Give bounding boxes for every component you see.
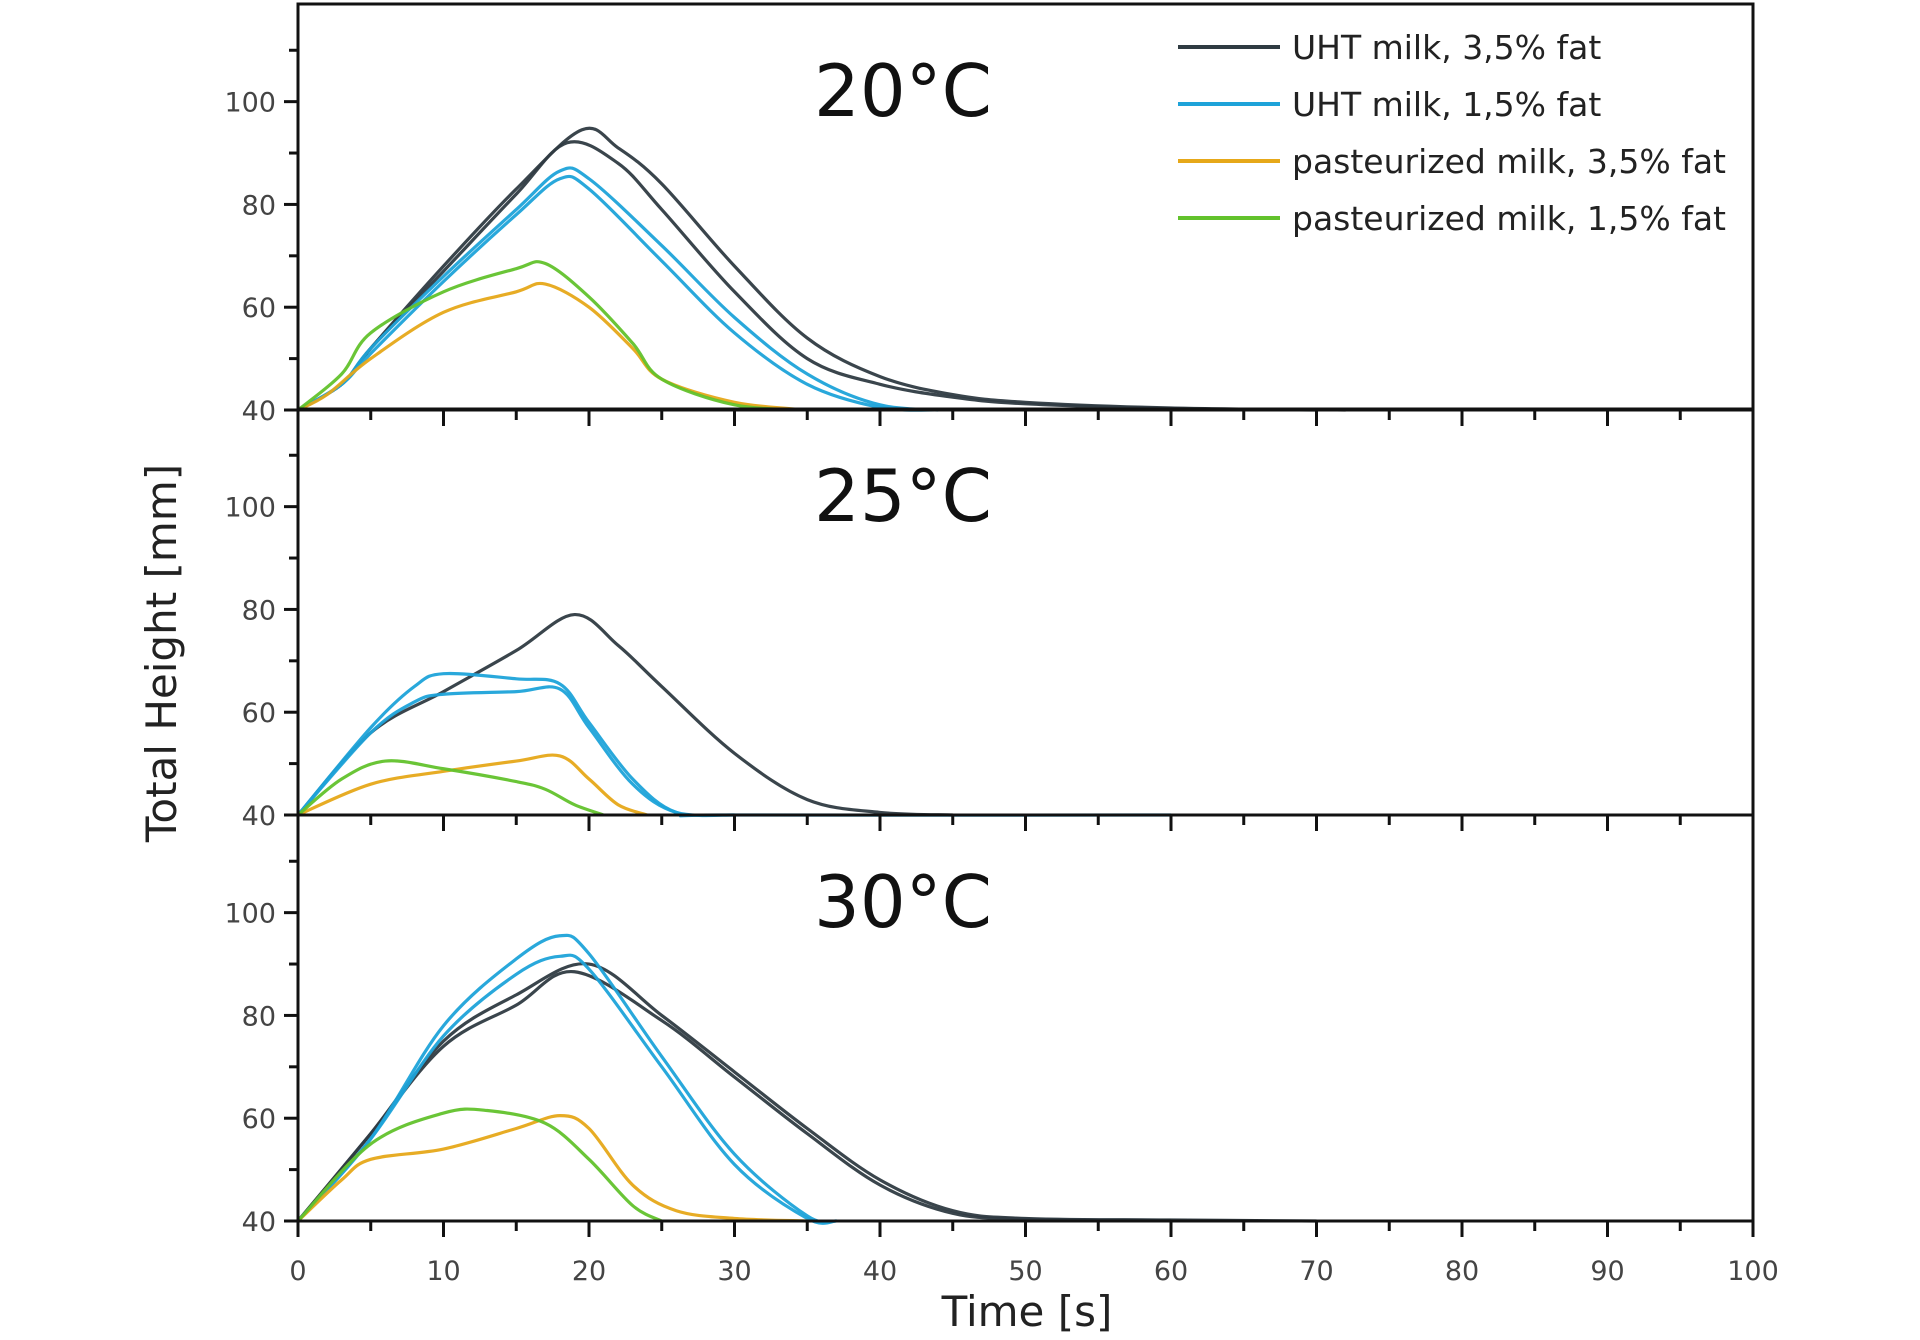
- y-tick-label: 40: [242, 801, 276, 832]
- y-tick-label: 60: [242, 293, 276, 324]
- y-tick-label: 100: [224, 88, 276, 119]
- x-tick-label: 70: [1299, 1256, 1333, 1287]
- x-tick-label: 20: [572, 1256, 606, 1287]
- x-tick-label: 90: [1590, 1256, 1624, 1287]
- series-line-2-1-0: [296, 933, 837, 1224]
- panel-title-2: 30°C: [814, 860, 992, 944]
- y-tick-label: 80: [242, 190, 276, 221]
- y-tick-label: 40: [242, 1207, 276, 1238]
- panel-frame-1: [296, 407, 1755, 817]
- x-axis-title: Time [s]: [941, 1287, 1113, 1336]
- series-line-1-3-0: [296, 759, 605, 817]
- legend-label-2: pasteurized milk, 3,5% fat: [1292, 142, 1726, 181]
- legend-label-3: pasteurized milk, 1,5% fat: [1292, 199, 1726, 238]
- y-tick-label: 60: [242, 1104, 276, 1135]
- series-line-2-2-0: [296, 1114, 808, 1223]
- panel-title-1: 25°C: [814, 454, 992, 538]
- y-tick-label: 100: [224, 899, 276, 930]
- series-line-2-3-0: [296, 1107, 663, 1223]
- x-tick-label: 40: [863, 1256, 897, 1287]
- x-tick-label: 80: [1445, 1256, 1479, 1287]
- series-line-1-0-0: [296, 612, 953, 817]
- x-tick-label: 60: [1154, 1256, 1188, 1287]
- series-line-1-2-0: [297, 753, 648, 817]
- series-line-2-1-1: [296, 953, 837, 1225]
- legend-label-0: UHT milk, 3,5% fat: [1292, 28, 1601, 67]
- series-line-0-3-0: [296, 260, 808, 412]
- x-tick-label: 50: [1008, 1256, 1042, 1287]
- legend-label-1: UHT milk, 1,5% fat: [1292, 85, 1601, 124]
- x-tick-label: 100: [1727, 1256, 1779, 1287]
- series-line-1-1-1: [296, 685, 735, 818]
- series-line-2-0-0: [296, 962, 1317, 1223]
- y-tick-label: 40: [242, 396, 276, 427]
- series-line-0-0-1: [297, 140, 1317, 412]
- series-line-2-0-1: [296, 970, 1172, 1223]
- x-tick-label: 0: [289, 1256, 306, 1287]
- panel-title-0: 20°C: [814, 49, 992, 133]
- panel-frame-2: [296, 813, 1755, 1223]
- x-tick-label: 30: [717, 1256, 751, 1287]
- y-tick-label: 100: [224, 493, 276, 524]
- x-tick-label: 10: [426, 1256, 460, 1287]
- y-tick-label: 80: [242, 595, 276, 626]
- y-tick-label: 60: [242, 698, 276, 729]
- series-line-0-1-1: [297, 174, 939, 412]
- y-axis-title: Total Height [mm]: [137, 464, 186, 843]
- series-line-0-1-0: [297, 166, 953, 412]
- y-tick-label: 80: [242, 1001, 276, 1032]
